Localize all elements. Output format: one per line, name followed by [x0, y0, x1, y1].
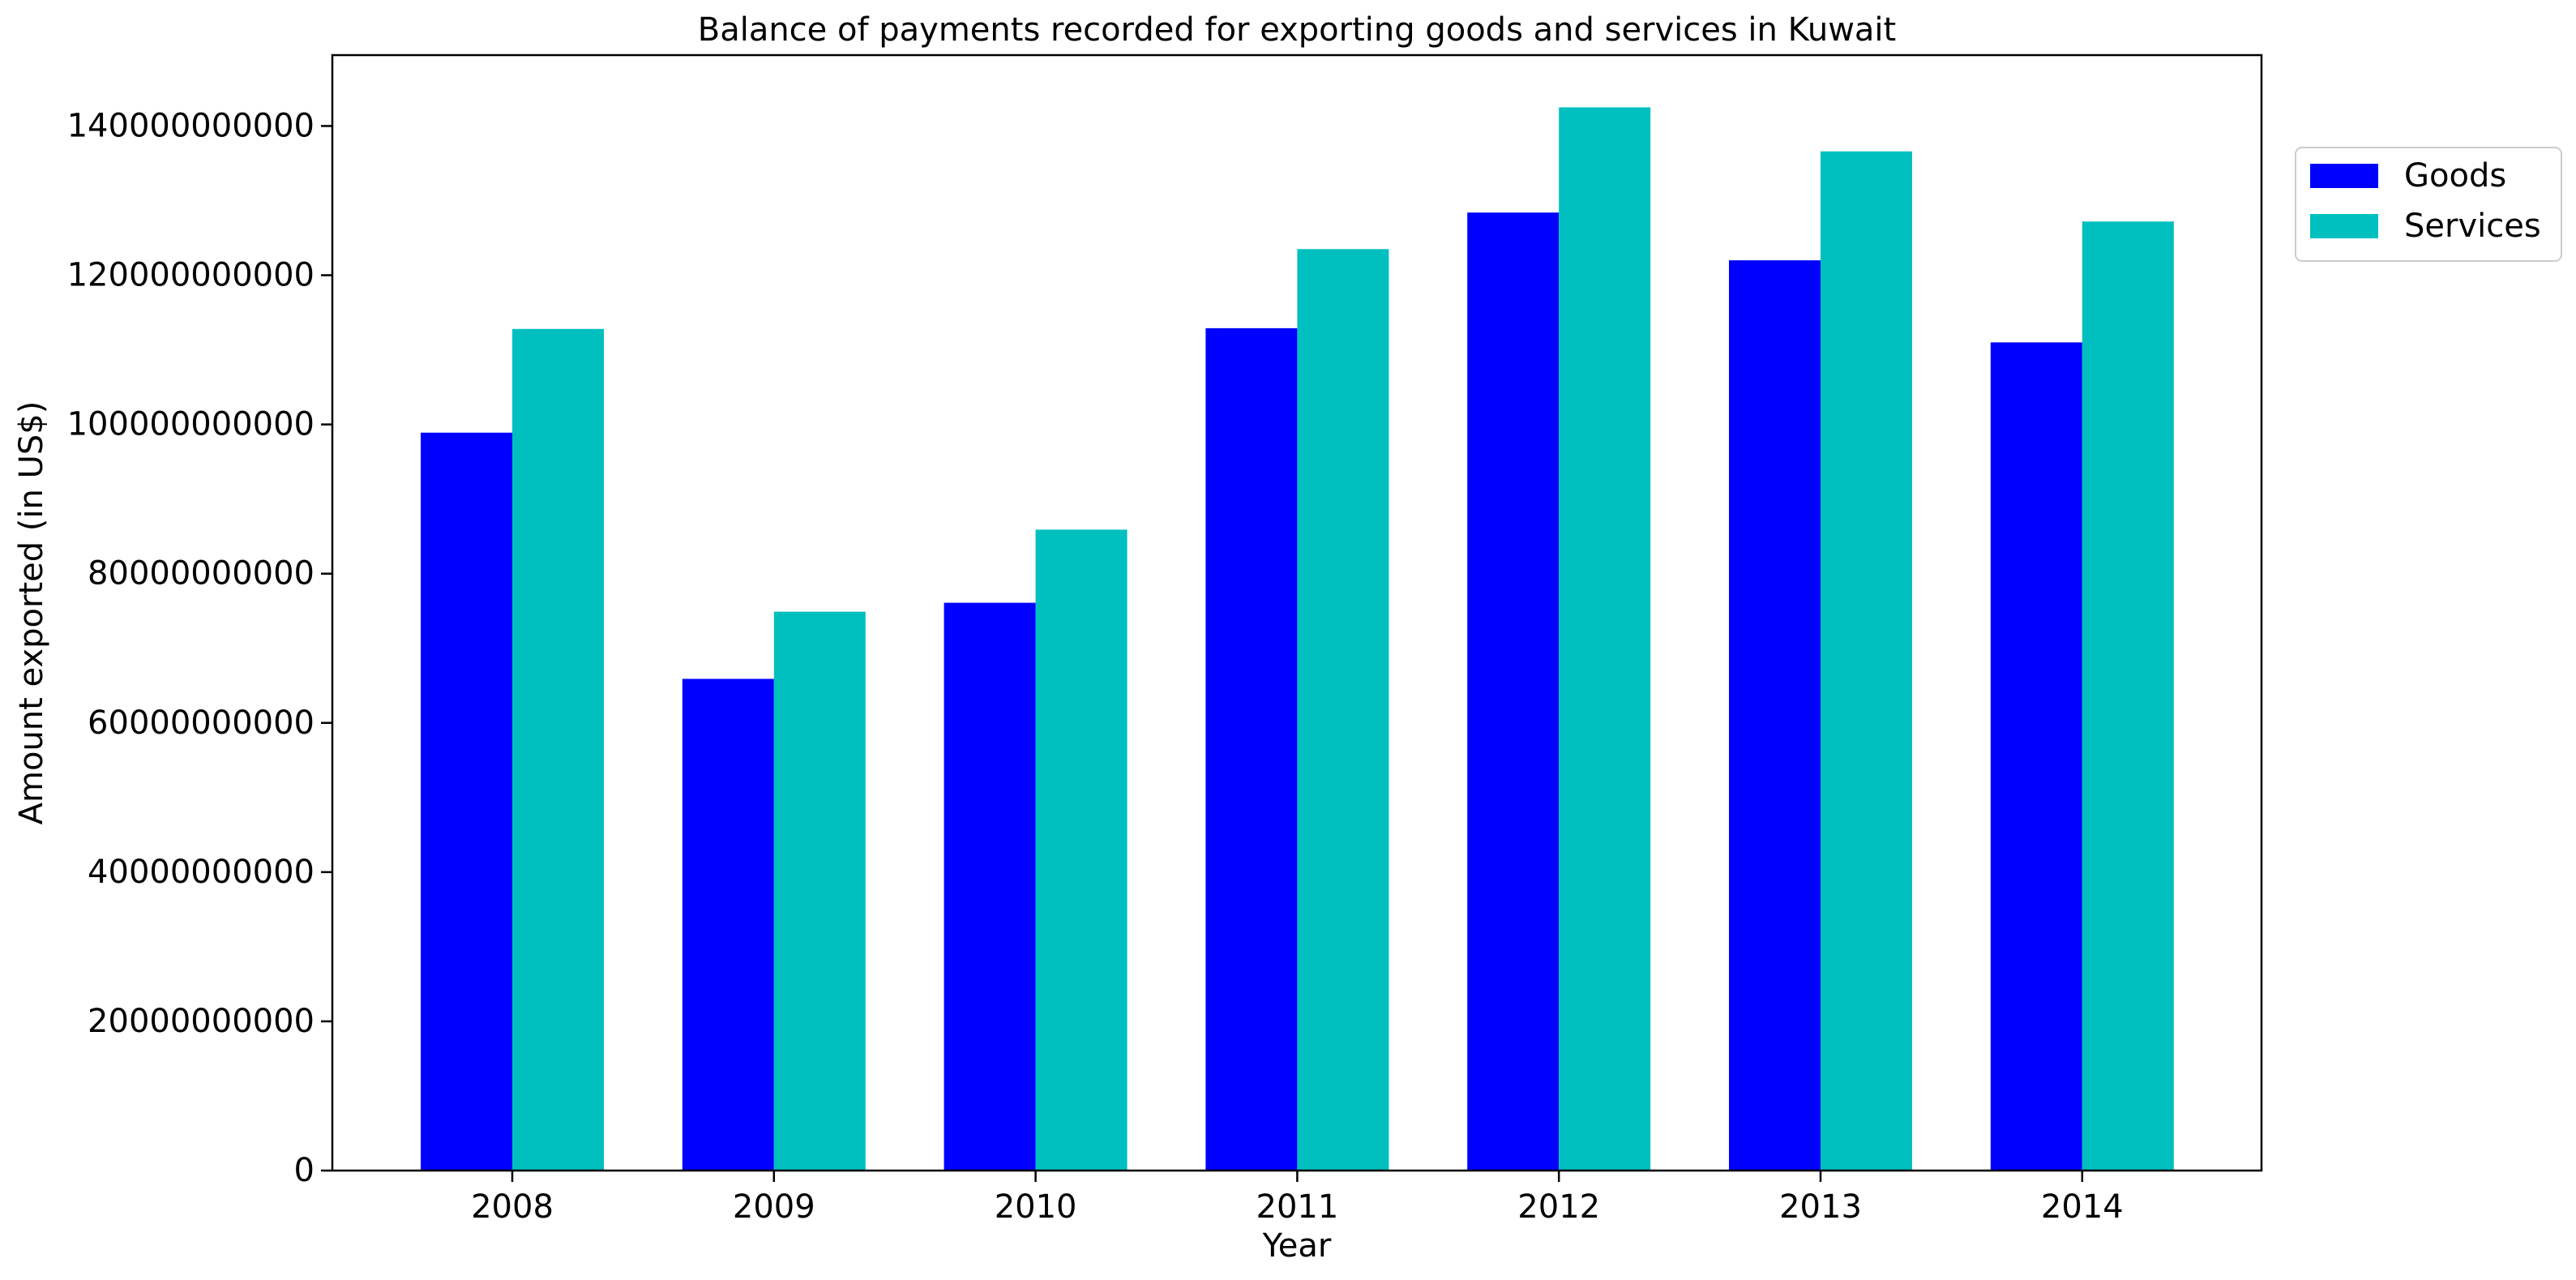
- legend-swatch-goods: [2310, 164, 2378, 188]
- x-tick-label: 2012: [1517, 1188, 1600, 1226]
- bar-services-2009: [773, 611, 866, 1171]
- bar-services-2012: [1559, 107, 1651, 1171]
- x-tick-label: 2013: [1779, 1188, 1862, 1226]
- bar-services-2014: [2082, 221, 2174, 1171]
- x-axis: 2008 2009 2010 2011 2012 2013 2014: [471, 1171, 2124, 1226]
- bar-goods-2014: [1990, 342, 2082, 1171]
- bars-group: [421, 107, 2174, 1171]
- legend: Goods Services: [2295, 147, 2562, 262]
- x-tick-label: 2009: [733, 1188, 815, 1226]
- plot-frame: [331, 54, 2263, 1172]
- y-tick-label: 80000000000: [88, 555, 315, 593]
- y-tick-label: 60000000000: [88, 704, 315, 742]
- bar-goods-2011: [1205, 327, 1298, 1171]
- bar-goods-2013: [1729, 260, 1821, 1171]
- y-tick-label: 140000000000: [67, 107, 315, 144]
- y-axis-label: Amount exported (in US$): [13, 401, 50, 825]
- legend-label-services: Services: [2404, 208, 2541, 245]
- bar-goods-2009: [682, 679, 774, 1171]
- bar-services-2013: [1821, 151, 1912, 1171]
- bar-goods-2008: [421, 432, 512, 1171]
- x-tick-label: 2010: [995, 1188, 1077, 1226]
- bar-services-2008: [512, 328, 604, 1171]
- y-tick-label: 0: [294, 1152, 315, 1189]
- chart-title: Balance of payments recorded for exporti…: [698, 11, 1896, 49]
- bar-services-2011: [1297, 249, 1389, 1171]
- x-axis-label: Year: [1262, 1227, 1332, 1265]
- y-tick-label: 100000000000: [67, 406, 315, 443]
- y-tick-label: 20000000000: [88, 1003, 315, 1040]
- x-tick-label: 2011: [1256, 1188, 1339, 1226]
- x-tick-label: 2014: [2041, 1188, 2124, 1226]
- legend-label-goods: Goods: [2404, 157, 2506, 195]
- bar-services-2010: [1035, 529, 1128, 1171]
- bar-goods-2010: [944, 602, 1036, 1171]
- x-tick-label: 2008: [471, 1188, 554, 1226]
- legend-swatch-services: [2310, 214, 2378, 238]
- y-tick-label: 120000000000: [67, 257, 315, 294]
- y-tick-label: 40000000000: [88, 854, 315, 891]
- bar-goods-2012: [1467, 212, 1560, 1171]
- y-axis: 0 20000000000 40000000000 60000000000 800000…: [67, 107, 332, 1189]
